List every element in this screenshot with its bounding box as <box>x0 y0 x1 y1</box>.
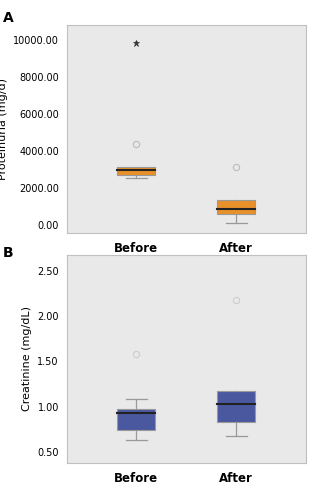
Bar <box>217 200 255 214</box>
Bar <box>117 166 155 174</box>
Y-axis label: Creatinine (mg/dL): Creatinine (mg/dL) <box>22 306 32 411</box>
Y-axis label: Proteinuria (mg/d): Proteinuria (mg/d) <box>0 78 8 180</box>
Bar <box>117 409 155 430</box>
Text: A: A <box>3 11 14 25</box>
Bar <box>217 391 255 422</box>
Text: B: B <box>3 246 14 260</box>
